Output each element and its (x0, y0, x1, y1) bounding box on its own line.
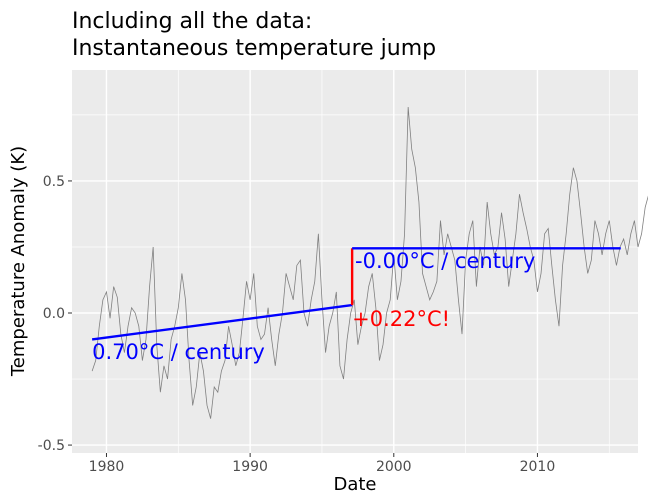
x-tick-label: 2000 (376, 459, 412, 475)
trend-layer (91, 247, 621, 341)
y-axis: -0.5 0.0 0.5 (38, 174, 72, 454)
x-tick-label: 1990 (232, 459, 268, 475)
annotation-3: -0.00°C / century (355, 249, 535, 273)
chart-title-line-2: Instantaneous temperature jump (72, 36, 436, 61)
x-axis-label: Date (333, 474, 376, 495)
plot-panel (72, 70, 638, 453)
annotation-layer: 0.70°C / century +0.22°C! -0.00°C / centur… (92, 249, 535, 364)
annotation-1: 0.70°C / century (92, 340, 265, 364)
annotation-2: +0.22°C! (352, 307, 450, 331)
x-tick-label: 2010 (520, 459, 556, 475)
y-tick-label: 0.0 (43, 306, 65, 322)
y-tick-label: -0.5 (38, 438, 65, 454)
chart-title-line-1: Including all the data: (72, 9, 312, 34)
trend-segment-1 (91, 303, 353, 341)
y-axis-label: Temperature Anomaly (K) (8, 146, 29, 377)
y-tick-label: 0.5 (43, 174, 65, 190)
series-layer (91, 106, 648, 419)
x-axis: 1980 1990 2000 2010 (89, 453, 556, 475)
temperature-series-line (91, 106, 648, 419)
x-tick-label: 1980 (89, 459, 125, 475)
